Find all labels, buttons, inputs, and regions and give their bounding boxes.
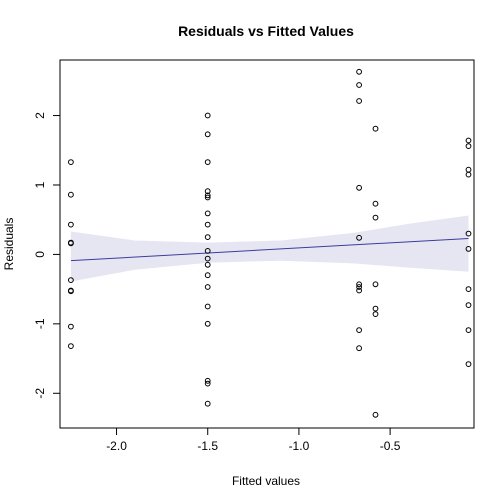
data-point [356,184,363,191]
data-point [204,192,211,199]
data-point [356,345,363,352]
confidence-band-layer [70,215,469,282]
points-layer [68,68,472,418]
data-point [204,320,211,327]
data-point [204,131,211,138]
data-point [465,246,472,252]
x-tick-label: -1.0 [289,439,310,453]
x-tick-label: -2.0 [106,439,127,453]
data-point [372,200,379,207]
y-axis: -2 -1 0 1 2 [33,112,60,399]
data-point [204,380,211,387]
data-point [356,327,363,334]
data-point [204,272,211,279]
data-point [465,230,472,237]
y-tick-label: -2 [33,388,47,399]
fit-line-layer [70,237,469,262]
data-point [68,221,74,228]
data-point [465,302,472,309]
data-point [356,68,363,75]
data-point [372,411,379,418]
data-point [204,400,211,407]
x-tick-label: -1.5 [197,439,218,453]
data-point [372,125,379,132]
data-point [356,281,363,288]
y-tick-label: 1 [33,181,47,188]
data-point [68,343,74,350]
y-tick-label: 0 [33,251,47,258]
data-point [356,82,363,88]
data-point [465,137,472,144]
data-point [204,284,211,290]
data-point [372,305,379,312]
confidence-band [70,215,469,282]
data-point [204,303,211,310]
data-point [204,261,211,268]
data-point [68,240,74,247]
data-point [204,194,211,201]
data-point [372,311,379,318]
y-axis-label: Residuals [2,218,16,271]
data-point [465,166,472,173]
data-point [465,361,472,368]
data-point [372,281,379,288]
data-point [465,171,472,178]
data-point [204,255,211,262]
data-point [204,210,211,217]
x-axis-label: Fitted values [232,474,300,488]
data-point [356,98,363,104]
data-point [68,191,74,198]
data-point [465,143,472,150]
data-point [204,221,211,228]
data-point [356,234,363,241]
data-point [465,327,472,334]
plot-frame [59,59,475,429]
data-point [68,323,74,330]
data-point [204,159,211,166]
x-axis: -2.0 -1.5 -1.0 -0.5 [106,428,401,453]
data-point [204,188,211,195]
x-tick-label: -0.5 [380,439,401,453]
data-point [204,234,211,241]
fit-line [70,237,469,262]
data-point [356,284,363,290]
data-point [204,377,211,384]
data-point [356,287,363,294]
data-point [68,288,74,295]
data-point [68,277,74,284]
y-tick-label: 2 [33,112,47,119]
data-point [204,248,211,254]
data-point [204,112,211,119]
data-point [68,159,74,166]
y-tick-label: -1 [33,318,47,329]
chart-title: Residuals vs Fitted Values [178,23,354,39]
data-point [372,214,379,221]
data-point [465,286,472,293]
